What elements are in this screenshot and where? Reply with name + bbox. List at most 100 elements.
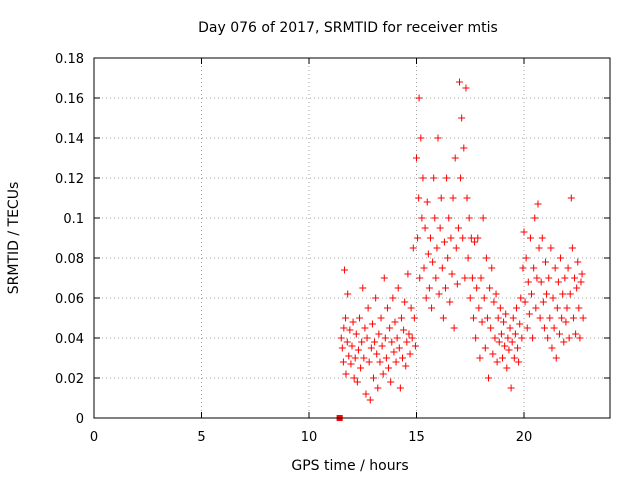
data-point (530, 264, 538, 272)
data-point (425, 284, 433, 292)
data-point (487, 324, 495, 332)
data-point (391, 318, 399, 326)
data-point (579, 314, 587, 322)
x-tick-label: 20 (516, 430, 533, 445)
data-point (507, 384, 515, 392)
data-point (454, 224, 462, 232)
data-point (342, 370, 350, 378)
data-point (524, 278, 532, 286)
y-tick-label: 0 (76, 412, 84, 427)
data-point (525, 310, 533, 318)
data-point (388, 338, 396, 346)
data-point (538, 234, 546, 242)
data-point (372, 294, 380, 302)
data-point (462, 84, 470, 92)
data-point (537, 278, 545, 286)
data-point (385, 364, 393, 372)
data-point (434, 134, 442, 142)
data-point (414, 234, 422, 242)
data-point (364, 304, 372, 312)
data-point (463, 194, 471, 202)
data-point (471, 238, 479, 246)
data-point (519, 264, 527, 272)
data-point (411, 342, 419, 350)
x-tick-label: 10 (301, 430, 318, 445)
data-point (494, 314, 502, 322)
data-point (450, 324, 458, 332)
data-point (393, 334, 401, 342)
data-point (383, 304, 391, 312)
data-point (474, 234, 482, 242)
data-point (535, 244, 543, 252)
data-point (373, 350, 381, 358)
data-point (469, 314, 477, 322)
data-point (342, 314, 350, 322)
data-point (449, 194, 457, 202)
data-point (377, 314, 385, 322)
data-point (552, 354, 560, 362)
data-point (567, 194, 575, 202)
data-point (392, 358, 400, 366)
data-point (452, 244, 460, 252)
data-point (520, 228, 528, 236)
data-point (378, 342, 386, 350)
data-point (468, 274, 476, 282)
data-point (346, 326, 354, 334)
y-tick-label: 0.14 (55, 132, 84, 147)
data-point (489, 350, 497, 358)
data-point (423, 198, 431, 206)
y-tick-label: 0.1 (63, 212, 84, 227)
data-point (575, 304, 583, 312)
data-point (483, 314, 491, 322)
data-point (561, 274, 569, 282)
data-point (428, 304, 436, 312)
data-point (479, 214, 487, 222)
data-point (437, 194, 445, 202)
data-point (497, 330, 505, 338)
data-point (491, 334, 499, 342)
data-point (375, 330, 383, 338)
data-point (404, 270, 412, 278)
data-point (564, 264, 572, 272)
data-point (476, 354, 484, 362)
data-point (503, 364, 511, 372)
data-point (545, 274, 553, 282)
data-point (368, 320, 376, 328)
data-point (397, 314, 405, 322)
data-point (490, 298, 498, 306)
data-point (361, 324, 369, 332)
data-point (349, 318, 357, 326)
data-point (576, 334, 584, 342)
data-points (336, 78, 587, 421)
data-point (500, 318, 508, 326)
data-point (486, 284, 494, 292)
data-point (521, 298, 529, 306)
data-point (553, 304, 561, 312)
data-point (569, 314, 577, 322)
data-point (386, 324, 394, 332)
data-point (443, 174, 451, 182)
data-point (451, 154, 459, 162)
data-point (466, 294, 474, 302)
data-point (550, 324, 558, 332)
data-point (439, 314, 447, 322)
data-point (510, 354, 518, 362)
data-point (422, 294, 430, 302)
data-point (493, 358, 501, 366)
data-point (481, 344, 489, 352)
data-point (365, 358, 373, 366)
data-point (465, 214, 473, 222)
data-point (539, 298, 547, 306)
data-point (460, 144, 468, 152)
data-point (554, 278, 562, 286)
data-point (351, 354, 359, 362)
data-point (574, 258, 582, 266)
data-point (347, 360, 355, 368)
data-point (559, 290, 567, 298)
data-point (565, 334, 573, 342)
data-point (363, 334, 371, 342)
data-point (376, 358, 384, 366)
data-point (415, 94, 423, 102)
data-point (563, 304, 571, 312)
data-point (424, 250, 432, 258)
